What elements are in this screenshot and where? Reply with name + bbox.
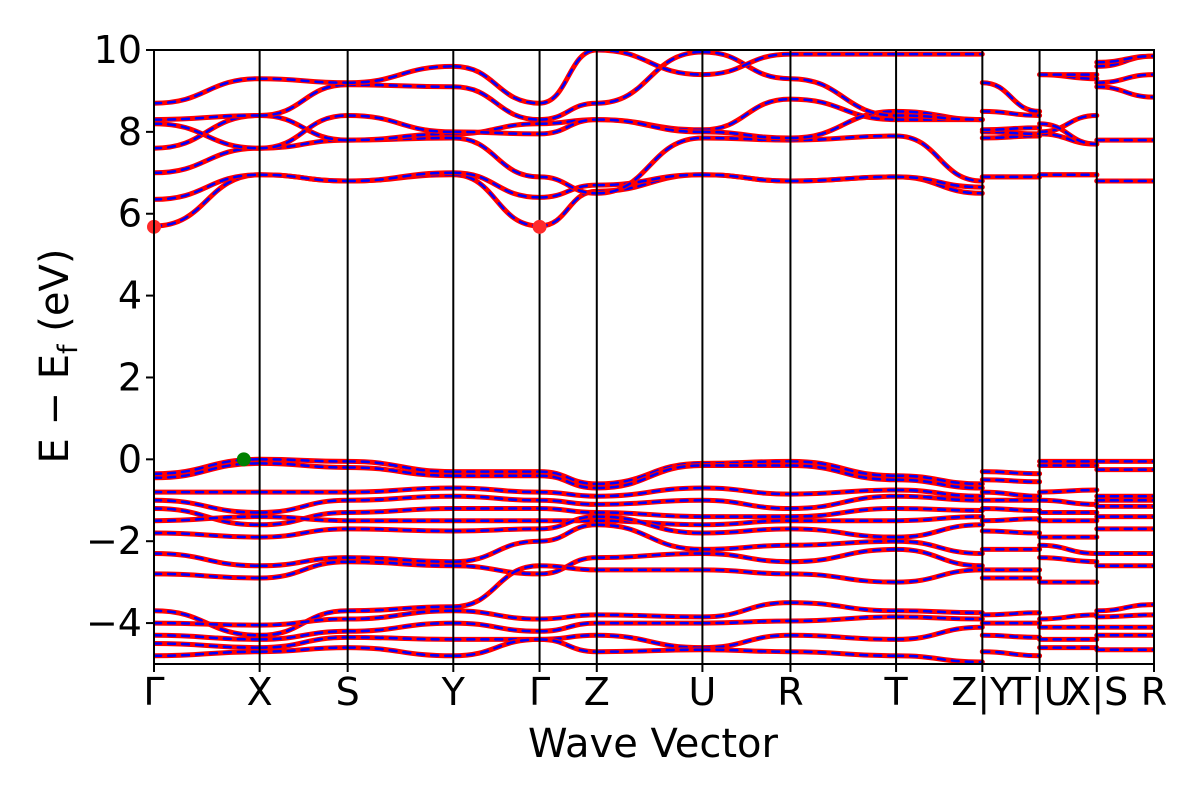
band-line-dash-13 — [154, 515, 1154, 539]
y-tick-label-4: 4 — [118, 274, 142, 318]
extremum-marker-1 — [532, 219, 547, 234]
band-line-dash-9 — [154, 486, 1154, 498]
band-line-dash-0 — [154, 173, 1154, 228]
plot-frame — [153, 49, 1155, 665]
y-tick-label-3: 2 — [118, 355, 142, 399]
x-tick-label-8: T — [883, 670, 908, 714]
band-line-dash-8 — [154, 462, 1154, 490]
x-tick-label-5: Z — [584, 670, 610, 714]
x-tick-label-0: Γ — [143, 670, 164, 714]
y-axis-label-main: E − E — [32, 354, 78, 464]
x-tick-label-4: Γ — [529, 670, 550, 714]
y-axis-label-unit: (eV) — [32, 249, 78, 345]
band-line-dash-6 — [154, 50, 1154, 113]
x-tick-label-2: S — [336, 670, 360, 714]
x-tick-label-3: Y — [441, 670, 466, 714]
extremum-marker-2 — [236, 452, 251, 467]
band-line-dash-18 — [154, 615, 1154, 641]
y-axis-label-subscript: f — [53, 343, 84, 354]
y-axis-label: E − Ef (eV) — [32, 249, 84, 464]
band-line-dash-1 — [154, 171, 1154, 201]
x-tick-label-7: R — [777, 670, 803, 714]
band-line-dash-7 — [154, 458, 1154, 486]
x-tick-label-12: R — [1141, 670, 1167, 714]
y-tick-label-1: −2 — [86, 519, 142, 563]
band-line-dash-10 — [154, 494, 1154, 514]
y-tick-label-5: 6 — [118, 192, 142, 236]
x-tick-label-10: T|U — [1007, 670, 1072, 715]
y-tick-label-7: 10 — [94, 28, 142, 72]
plot-area — [154, 50, 1154, 664]
x-axis-label: Wave Vector — [528, 721, 779, 767]
band-line-dash-20 — [154, 638, 1154, 664]
y-tick-label-6: 8 — [118, 110, 142, 154]
band-line-dash-19 — [154, 625, 1154, 649]
x-tick-label-1: X — [247, 670, 273, 714]
x-tick-label-6: U — [689, 670, 717, 714]
y-tick-label-2: 0 — [118, 437, 142, 481]
band-line-dash-2 — [154, 132, 1154, 195]
band-line-dash-17 — [154, 601, 1154, 627]
y-tick-label-0: −4 — [86, 601, 142, 645]
band-line-dash-14 — [154, 523, 1154, 568]
x-tick-label-11: X|S — [1065, 670, 1128, 715]
x-tick-label-9: Z|Y — [951, 670, 1014, 715]
